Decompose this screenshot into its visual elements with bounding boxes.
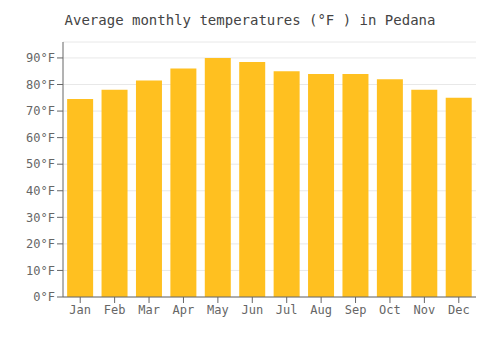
- svg-text:Jun: Jun: [241, 303, 263, 317]
- html-text:Average monthly temperatures (: Average monthly temperatures (°F ) in Pe…: [64, 12, 436, 28]
- svg-text:50°F: 50°F: [26, 157, 55, 171]
- svg-text:20°F: 20°F: [26, 237, 55, 251]
- svg-text:Nov: Nov: [414, 303, 436, 317]
- svg-text:Feb: Feb: [104, 303, 126, 317]
- svg-text:Aug: Aug: [310, 303, 332, 317]
- svg-text:Sep: Sep: [345, 303, 367, 317]
- svg-text:70°F: 70°F: [26, 104, 55, 118]
- svg-text:Jan: Jan: [69, 303, 91, 317]
- svg-text:30°F: 30°F: [26, 211, 55, 225]
- svg-text:80°F: 80°F: [26, 78, 55, 92]
- svg-text:0°F: 0°F: [33, 290, 55, 304]
- svg-text:60°F: 60°F: [26, 131, 55, 145]
- svg-text:May: May: [207, 303, 229, 317]
- svg-text:Jul: Jul: [276, 303, 298, 317]
- svg-text:10°F: 10°F: [26, 264, 55, 278]
- svg-text:40°F: 40°F: [26, 184, 55, 198]
- svg-text:Dec: Dec: [448, 303, 470, 317]
- svg-text:Apr: Apr: [173, 303, 195, 317]
- svg-text:Mar: Mar: [138, 303, 160, 317]
- svg-text:90°F: 90°F: [26, 51, 55, 65]
- svg-text:Oct: Oct: [379, 303, 401, 317]
